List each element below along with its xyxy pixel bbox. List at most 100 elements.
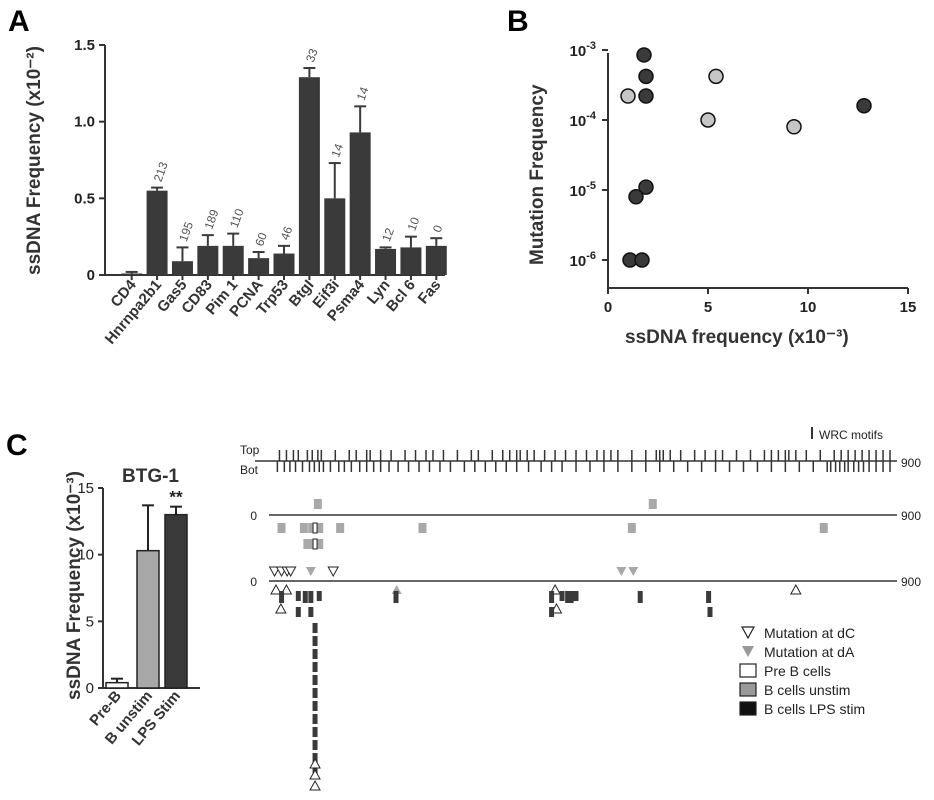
- chart-a-bar: [324, 198, 346, 275]
- chart-a-ytick-label: 0: [87, 267, 95, 284]
- mutation-da-above: [628, 567, 639, 576]
- legend-icon-da: [742, 646, 754, 657]
- mutation-dc-tail: [309, 779, 321, 791]
- unstim-mark-above: [313, 499, 322, 509]
- stim-mark-2: [549, 607, 555, 617]
- chart-c-bar: [164, 513, 188, 689]
- chart-a-ytick-label: 1.5: [74, 37, 95, 54]
- chart-a-ylabel: ssDNA Frequency (x10⁻²): [24, 46, 45, 275]
- chart-a-category-label: Fas: [415, 277, 445, 308]
- chart-a-bar: [298, 77, 320, 275]
- stim-column-mark: [312, 688, 318, 698]
- unstim-mark-below-2: [303, 539, 312, 549]
- chart-b: Mutation Frequency ssDNA frequency (x10⁻…: [527, 40, 916, 348]
- mutation-dc-below: [789, 583, 802, 595]
- chart-c-bar: [105, 681, 129, 689]
- legend-label: B cells unstim: [764, 682, 850, 698]
- stim-column-mark: [312, 623, 318, 633]
- chart-c-ytick-label: 10: [77, 547, 94, 564]
- legend-label: Mutation at dC: [764, 625, 855, 641]
- chart-a-data-label: 33: [303, 46, 321, 64]
- map-legend: Mutation at dC Mutation at dA Pre B cells B…: [739, 625, 865, 717]
- legend-icon-box: [739, 701, 757, 716]
- chart-c-ylabel: ssDNA Frequency (x10⁻³): [64, 471, 85, 700]
- chart-a-bar: [222, 245, 244, 275]
- mid-track-end-label: 900: [901, 509, 921, 523]
- mutation-dc-below: [270, 583, 282, 595]
- chart-a-data-label: 0: [430, 223, 446, 234]
- unstim-mark-below: [315, 523, 324, 533]
- panel-label-c: C: [6, 429, 28, 462]
- chart-b-ytick-label: 10-4: [570, 110, 597, 130]
- stim-column-mark: [312, 701, 318, 711]
- chart-a-bar: [171, 261, 193, 275]
- chart-b-point: [708, 68, 724, 85]
- chart-a-bar: [146, 190, 168, 275]
- stim-column-mark: [312, 662, 318, 672]
- stim-mark: [302, 591, 308, 603]
- chart-a-data-label: 110: [227, 207, 247, 230]
- chart-c: ssDNA Frequency (x10⁻³) BTG-1 051015Pre-…: [64, 466, 200, 749]
- chart-a-data-label: 189: [202, 207, 222, 231]
- chart-a-data-label: 12: [379, 226, 397, 244]
- stim-column-mark: [312, 740, 318, 750]
- stim-mark: [565, 591, 571, 603]
- chart-a-data-label: 213: [151, 160, 171, 184]
- panel-label-b: B: [507, 5, 529, 38]
- unstim-mark-below: [336, 523, 345, 533]
- legend-label: Mutation at dA: [764, 644, 855, 660]
- chart-b-point: [700, 112, 716, 128]
- chart-b-point: [638, 179, 654, 195]
- chart-c-significance: **: [169, 488, 183, 507]
- chart-b-ytick-label: 10-5: [570, 180, 596, 200]
- stim-mark: [573, 591, 579, 601]
- mutation-da-above: [616, 567, 627, 576]
- chart-a-data-label: 14: [354, 85, 372, 103]
- chart-b-point: [628, 189, 644, 205]
- mutation-dc-below-2: [275, 602, 287, 614]
- chart-b-xtick-label: 5: [704, 299, 712, 316]
- preb-mark: [312, 522, 318, 534]
- unstim-mark-below: [277, 523, 286, 533]
- chart-a: ssDNA Frequency (x10⁻²) 00.51.01.5CD4Hnr…: [24, 37, 447, 348]
- chart-a-bar: [197, 245, 219, 275]
- chart-a-bar: [248, 258, 270, 275]
- stim-mark: [316, 591, 322, 601]
- track-label-bot: Bot: [240, 463, 259, 477]
- legend-icon-box: [739, 682, 757, 697]
- chart-b-xtick-label: 0: [604, 299, 612, 316]
- chart-a-bar: [425, 245, 447, 275]
- chart-b-point: [786, 119, 802, 135]
- chart-a-data-label: 195: [176, 220, 196, 244]
- chart-a-bar: [349, 132, 371, 275]
- chart-a-data-label: 60: [252, 230, 270, 248]
- chart-b-ylabel: Mutation Frequency: [527, 84, 548, 265]
- chart-b-point: [638, 88, 654, 104]
- chart-a-category-label: Bcl 6: [383, 277, 419, 315]
- panel-label-a: A: [8, 5, 30, 38]
- unstim-mark-below: [627, 523, 636, 533]
- stim-mark: [559, 591, 565, 601]
- mutation-map: Top Bot WRC motifs 900 0 900 0 900: [240, 427, 921, 791]
- preb-mark: [312, 538, 318, 550]
- chart-a-data-label: 10: [405, 215, 423, 233]
- chart-a-bar: [121, 273, 143, 275]
- chart-c-ytick-label: 15: [77, 480, 94, 497]
- chart-a-data-label: 14: [328, 141, 346, 159]
- chart-a-category-label: BtgI: [286, 277, 318, 310]
- chart-b-ytick-label: 10-3: [570, 40, 596, 60]
- chart-c-title: BTG-1: [122, 466, 179, 487]
- stim-mark: [568, 591, 574, 603]
- wrc-track-end-label: 900: [901, 456, 921, 470]
- unstim-mark-below-2: [308, 539, 317, 549]
- chart-c-ytick-label: 5: [86, 613, 94, 630]
- stim-mark: [295, 591, 301, 601]
- unstim-mark-below: [299, 523, 308, 533]
- chart-b-point: [638, 68, 654, 85]
- stim-mark-2: [295, 607, 301, 617]
- stim-mark-2: [308, 607, 314, 617]
- stim-column-mark: [312, 714, 318, 724]
- stim-mark: [706, 591, 712, 603]
- track-label-top: Top: [240, 443, 260, 457]
